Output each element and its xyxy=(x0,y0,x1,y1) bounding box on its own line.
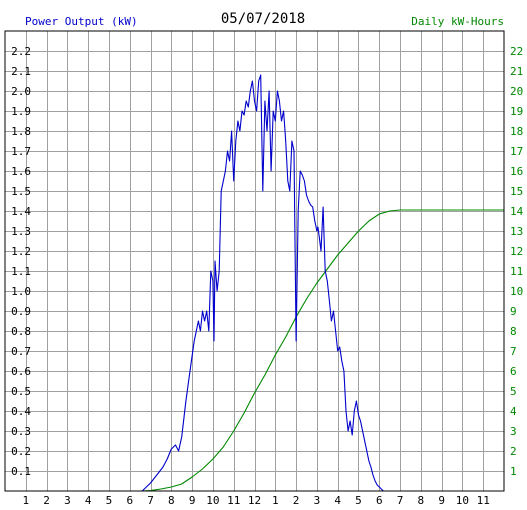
x-tick-label: 3 xyxy=(64,494,71,507)
x-tick-label: 10 xyxy=(206,494,219,507)
right-tick-label: 4 xyxy=(510,405,517,418)
plot-frame xyxy=(4,30,505,492)
left-tick-label: 0.5 xyxy=(11,385,31,398)
left-tick-label: 1.4 xyxy=(11,205,31,218)
series-line-power xyxy=(141,74,425,492)
left-tick-label: 0.2 xyxy=(11,445,31,458)
right-tick-label: 9 xyxy=(510,305,517,318)
left-tick-label: 1.7 xyxy=(11,145,31,158)
left-tick-label: 1.0 xyxy=(11,285,31,298)
right-tick-label: 20 xyxy=(510,85,523,98)
right-tick-label: 6 xyxy=(510,365,517,378)
x-tick-label: 9 xyxy=(438,494,445,507)
x-tick-label: 12 xyxy=(248,494,261,507)
series-line-energy xyxy=(142,209,504,492)
x-tick-label: 9 xyxy=(189,494,196,507)
left-tick-label: 2.2 xyxy=(11,45,31,58)
left-tick-label: 2.0 xyxy=(11,85,31,98)
right-tick-label: 18 xyxy=(510,125,523,138)
x-tick-label: 8 xyxy=(168,494,175,507)
right-tick-label: 21 xyxy=(510,65,523,78)
right-tick-label: 7 xyxy=(510,345,517,358)
right-tick-label: 15 xyxy=(510,185,523,198)
right-tick-label: 22 xyxy=(510,45,523,58)
left-tick-label: 0.4 xyxy=(11,405,31,418)
x-tick-label: 6 xyxy=(126,494,133,507)
right-tick-label: 17 xyxy=(510,145,523,158)
left-tick-label: 1.1 xyxy=(11,265,31,278)
x-tick-label: 10 xyxy=(456,494,469,507)
right-tick-label: 10 xyxy=(510,285,523,298)
series-lines xyxy=(141,74,504,492)
right-tick-label: 2 xyxy=(510,445,517,458)
right-tick-label: 19 xyxy=(510,105,523,118)
x-tick-label: 2 xyxy=(43,494,50,507)
left-tick-label: 0.6 xyxy=(11,365,31,378)
left-tick-label: 0.7 xyxy=(11,345,31,358)
right-axis-label: Daily kW-Hours xyxy=(411,15,504,28)
right-tick-label: 1 xyxy=(510,465,517,478)
x-tick-label: 5 xyxy=(106,494,113,507)
x-tick-label: 4 xyxy=(334,494,341,507)
x-tick-label: 6 xyxy=(376,494,383,507)
left-tick-label: 1.5 xyxy=(11,185,31,198)
x-tick-label: 1 xyxy=(22,494,29,507)
left-tick-label: 1.2 xyxy=(11,245,31,258)
left-axis-label: Power Output (kW) xyxy=(25,15,138,28)
right-tick-label: 8 xyxy=(510,325,517,338)
left-tick-label: 1.6 xyxy=(11,165,31,178)
x-tick-label: 8 xyxy=(418,494,425,507)
x-tick-label: 2 xyxy=(293,494,300,507)
left-tick-label: 0.3 xyxy=(11,425,31,438)
left-tick-label: 0.8 xyxy=(11,325,31,338)
left-axis-ticks: 0.1 0.2 0.3 0.4 0.5 0.6 0.7 0.8 0.9 1.0 1.1 1.2 1.3 1… xyxy=(11,45,31,478)
x-axis-ticks: 1 2 3 4 5 6 7 8 9 10 11 12 1 2 3 4 5 6 7 8 9 10 11 xyxy=(22,494,489,507)
left-tick-label: 1.8 xyxy=(11,125,31,138)
right-tick-label: 14 xyxy=(510,205,524,218)
left-tick-label: 0.1 xyxy=(11,465,31,478)
left-tick-label: 2.1 xyxy=(11,65,31,78)
right-tick-label: 11 xyxy=(510,265,523,278)
right-tick-label: 13 xyxy=(510,225,523,238)
x-tick-label: 5 xyxy=(355,494,362,507)
right-tick-label: 12 xyxy=(510,245,523,258)
x-tick-label: 7 xyxy=(397,494,404,507)
x-tick-label: 4 xyxy=(85,494,92,507)
left-tick-label: 0.9 xyxy=(11,305,31,318)
right-tick-label: 16 xyxy=(510,165,523,178)
x-tick-label: 11 xyxy=(477,494,490,507)
x-tick-label: 1 xyxy=(272,494,279,507)
x-tick-label: 7 xyxy=(147,494,154,507)
x-tick-label: 11 xyxy=(227,494,240,507)
x-tick-label: 3 xyxy=(314,494,321,507)
left-tick-label: 1.9 xyxy=(11,105,31,118)
chart-title: 05/07/2018 xyxy=(221,11,305,27)
right-tick-label: 5 xyxy=(510,385,517,398)
left-tick-label: 1.3 xyxy=(11,225,31,238)
right-tick-label: 3 xyxy=(510,425,517,438)
